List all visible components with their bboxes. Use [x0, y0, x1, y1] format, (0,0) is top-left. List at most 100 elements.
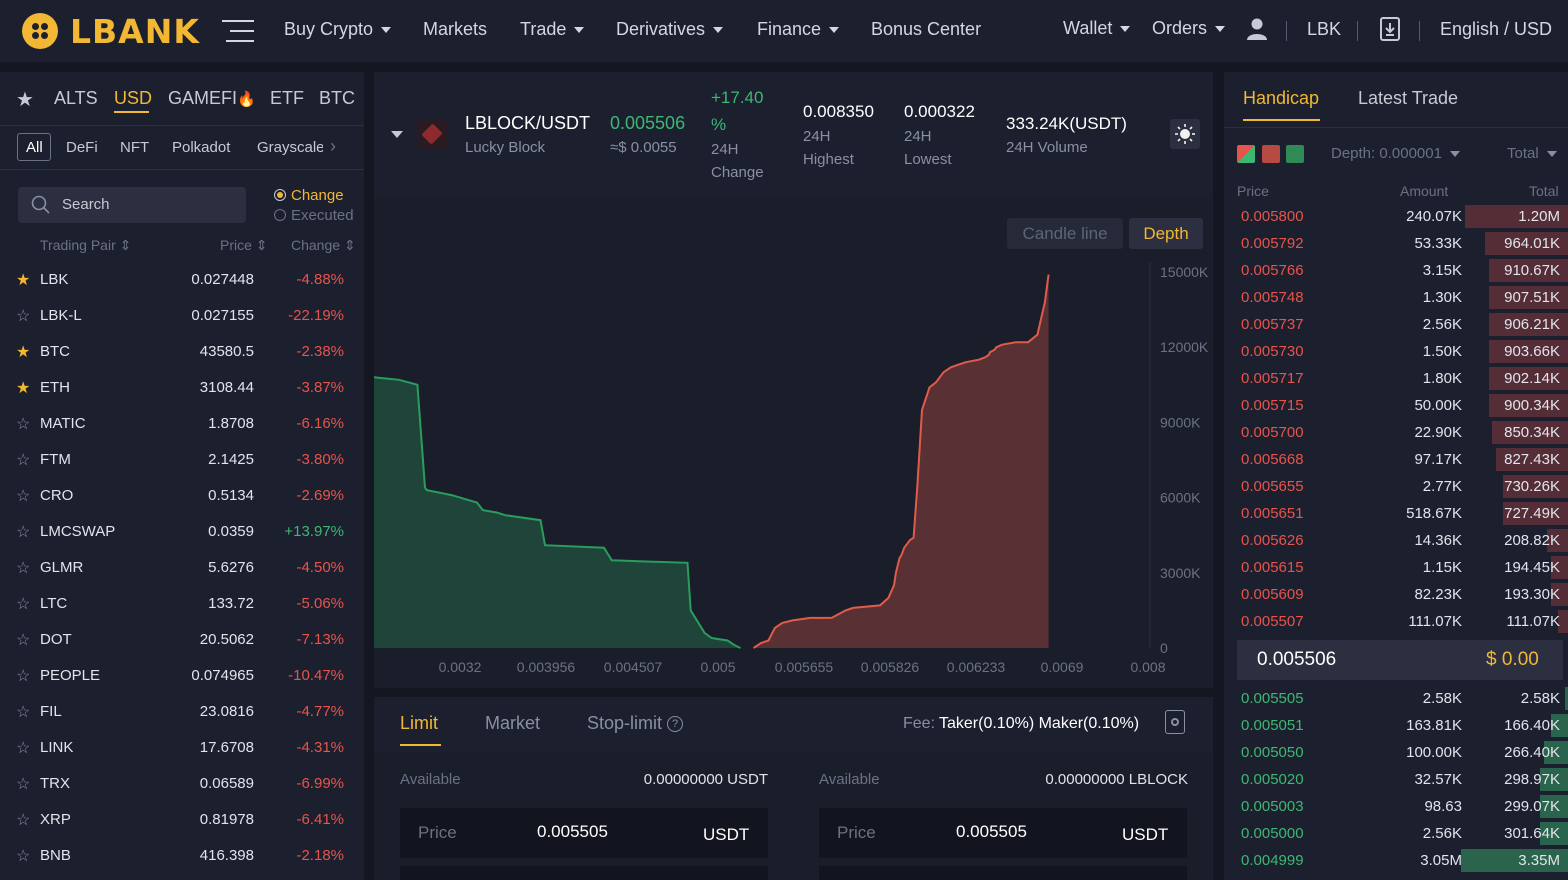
- market-row[interactable]: ☆ GLMR 5.6276 -4.50%: [0, 550, 364, 586]
- bid-row[interactable]: 0.005003 98.63 299.07K: [1224, 793, 1568, 820]
- view-both-icon[interactable]: [1237, 145, 1255, 163]
- nav-bonus-center[interactable]: Bonus Center: [871, 19, 982, 39]
- sort-price[interactable]: Price ⇕: [220, 237, 268, 253]
- ask-row[interactable]: 0.005748 1.30K 907.51K: [1224, 284, 1568, 311]
- tab-stop-limit[interactable]: Stop-limit ?: [587, 713, 684, 734]
- radio-change-label[interactable]: Change: [291, 187, 344, 204]
- market-row[interactable]: ☆ XRP 0.81978 -6.41%: [0, 802, 364, 838]
- orders-menu[interactable]: Orders: [1152, 18, 1226, 39]
- view-bids-icon[interactable]: [1286, 145, 1304, 163]
- ask-row[interactable]: 0.005792 53.33K 964.01K: [1224, 230, 1568, 257]
- tab-btc[interactable]: BTC: [319, 88, 355, 108]
- star-outline-icon[interactable]: ☆: [16, 488, 31, 505]
- market-row[interactable]: ☆ LTC 133.72 -5.06%: [0, 586, 364, 622]
- market-row[interactable]: ☆ FTM 2.1425 -3.80%: [0, 442, 364, 478]
- depth-chart[interactable]: 15000K 12000K 9000K 6000K 3000K 0 0.0032 0.0039…: [374, 258, 1213, 688]
- tab-market[interactable]: Market: [485, 713, 541, 733]
- theme-toggle-button[interactable]: [1170, 119, 1200, 149]
- market-row[interactable]: ☆ LMCSWAP 0.0359 +13.97%: [0, 514, 364, 550]
- category-nft[interactable]: NFT: [120, 139, 150, 156]
- chevron-right-icon[interactable]: ›: [330, 136, 336, 156]
- category-all-button[interactable]: [17, 133, 51, 161]
- market-row[interactable]: ☆ FIL 23.0816 -4.77%: [0, 694, 364, 730]
- bid-row[interactable]: 0.005050 100.00K 266.40K: [1224, 739, 1568, 766]
- buy-amount-input[interactable]: [400, 866, 768, 880]
- wallet-menu[interactable]: Wallet: [1063, 18, 1131, 39]
- sell-price-value[interactable]: 0.005505: [956, 822, 1027, 841]
- star-filled-icon[interactable]: ★: [16, 344, 31, 361]
- radio-executed-label[interactable]: Executed: [291, 207, 354, 224]
- nav-trade[interactable]: Trade: [520, 19, 585, 40]
- menu-icon[interactable]: [222, 20, 254, 42]
- language-currency-selector[interactable]: English / USD: [1440, 19, 1553, 39]
- star-outline-icon[interactable]: ☆: [16, 704, 31, 721]
- ask-row[interactable]: 0.005717 1.80K 902.14K: [1224, 365, 1568, 392]
- star-outline-icon[interactable]: ☆: [16, 812, 31, 829]
- tab-gamefi[interactable]: GAMEFI🔥: [168, 88, 256, 108]
- star-outline-icon[interactable]: ☆: [16, 524, 31, 541]
- bid-row[interactable]: 0.004999 3.05M 3.35M: [1224, 847, 1568, 874]
- fee-settings-icon[interactable]: [1165, 710, 1185, 734]
- star-outline-icon[interactable]: ☆: [16, 848, 31, 865]
- nav-buy-crypto[interactable]: Buy Crypto: [284, 19, 392, 40]
- sell-price-input[interactable]: [819, 808, 1187, 858]
- category-defi[interactable]: DeFi: [66, 139, 98, 156]
- star-filled-icon[interactable]: ★: [16, 380, 31, 397]
- market-row[interactable]: ☆ TRX 0.06589 -6.99%: [0, 766, 364, 802]
- market-row[interactable]: ★ ETH 3108.44 -3.87%: [0, 370, 364, 406]
- star-outline-icon[interactable]: ☆: [16, 668, 31, 685]
- market-row[interactable]: ★ BTC 43580.5 -2.38%: [0, 334, 364, 370]
- tab-limit[interactable]: Limit: [400, 713, 439, 733]
- market-row[interactable]: ☆ LBK-L 0.027155 -22.19%: [0, 298, 364, 334]
- sell-amount-input[interactable]: [819, 866, 1187, 880]
- ask-row[interactable]: 0.005651 518.67K 727.49K: [1224, 500, 1568, 527]
- nav-markets[interactable]: Markets: [423, 19, 488, 39]
- market-row[interactable]: ☆ DOT 20.5062 -7.13%: [0, 622, 364, 658]
- market-row[interactable]: ☆ LINK 17.6708 -4.31%: [0, 730, 364, 766]
- market-row[interactable]: ☆ CRO 0.5134 -2.69%: [0, 478, 364, 514]
- star-outline-icon[interactable]: ☆: [16, 596, 31, 613]
- user-icon[interactable]: [1246, 17, 1268, 41]
- market-row[interactable]: ☆ BNB 416.398 -2.18%: [0, 838, 364, 874]
- lbk-token-link[interactable]: LBK: [1307, 19, 1342, 39]
- depth-tab[interactable]: Depth: [1129, 218, 1203, 249]
- candle-line-tab[interactable]: Candle line: [1007, 218, 1123, 249]
- tab-latest-trade[interactable]: Latest Trade: [1358, 88, 1459, 108]
- sort-trading-pair[interactable]: Trading Pair ⇕: [40, 237, 132, 253]
- bid-row[interactable]: 0.005020 32.57K 298.97K: [1224, 766, 1568, 793]
- ask-row[interactable]: 0.005507 111.07K 111.07K: [1224, 608, 1568, 635]
- category-polkadot[interactable]: Polkadot: [172, 139, 231, 156]
- radio-change[interactable]: [274, 189, 286, 201]
- ask-row[interactable]: 0.005609 82.23K 193.30K: [1224, 581, 1568, 608]
- tab-handicap[interactable]: Handicap: [1243, 88, 1320, 108]
- view-asks-icon[interactable]: [1262, 145, 1280, 163]
- category-grayscale[interactable]: Grayscale: [257, 139, 323, 156]
- star-outline-icon[interactable]: ☆: [16, 308, 31, 325]
- ask-row[interactable]: 0.005626 14.36K 208.82K: [1224, 527, 1568, 554]
- search-input[interactable]: [18, 187, 246, 223]
- ask-row[interactable]: 0.005655 2.77K 730.26K: [1224, 473, 1568, 500]
- market-row[interactable]: ★ LBK 0.027448 -4.88%: [0, 262, 364, 298]
- star-outline-icon[interactable]: ☆: [16, 452, 31, 469]
- lbank-logo-icon[interactable]: [22, 13, 58, 49]
- favorites-star-icon[interactable]: ★: [16, 89, 34, 111]
- star-outline-icon[interactable]: ☆: [16, 740, 31, 757]
- star-outline-icon[interactable]: ☆: [16, 560, 31, 577]
- ask-row[interactable]: 0.005668 97.17K 827.43K: [1224, 446, 1568, 473]
- ask-row[interactable]: 0.005800 240.07K 1.20M: [1224, 203, 1568, 230]
- tab-etf[interactable]: ETF: [270, 88, 304, 108]
- buy-price-input[interactable]: [400, 808, 768, 858]
- sort-change[interactable]: Change ⇕: [291, 237, 356, 253]
- ask-row[interactable]: 0.005615 1.15K 194.45K: [1224, 554, 1568, 581]
- ask-row[interactable]: 0.005737 2.56K 906.21K: [1224, 311, 1568, 338]
- nav-derivatives[interactable]: Derivatives: [616, 19, 724, 40]
- nav-finance[interactable]: Finance: [757, 19, 840, 40]
- lbank-logo-text[interactable]: LBANK: [70, 12, 200, 51]
- bid-row[interactable]: 0.005051 163.81K 166.40K: [1224, 712, 1568, 739]
- pair-dropdown-icon[interactable]: [391, 131, 403, 138]
- star-outline-icon[interactable]: ☆: [16, 776, 31, 793]
- ask-row[interactable]: 0.005700 22.90K 850.34K: [1224, 419, 1568, 446]
- market-row[interactable]: ☆ PEOPLE 0.074965 -10.47%: [0, 658, 364, 694]
- download-app-icon[interactable]: [1379, 16, 1401, 42]
- bid-row[interactable]: 0.005505 2.58K 2.58K: [1224, 685, 1568, 712]
